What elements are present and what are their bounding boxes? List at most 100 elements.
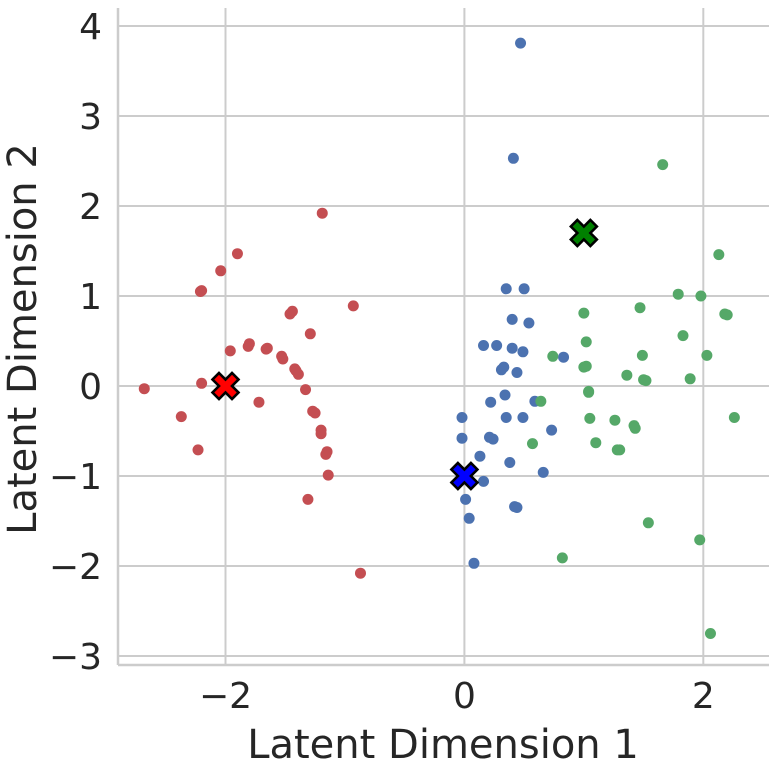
centroid-markers (210, 218, 599, 491)
data-point (677, 330, 689, 342)
data-point (672, 288, 684, 300)
data-point (590, 437, 602, 449)
data-point (231, 248, 243, 260)
data-point (506, 313, 518, 325)
data-point (468, 557, 480, 569)
data-point (504, 457, 516, 468)
data-point (224, 345, 236, 357)
x-tick-label: 2 (692, 676, 715, 717)
data-point (517, 346, 529, 358)
y-tick-label: 2 (79, 187, 102, 228)
data-point (556, 552, 568, 564)
data-point (614, 444, 626, 456)
centroid-marker (210, 371, 241, 401)
data-point (507, 152, 519, 164)
y-tick-label: 3 (79, 97, 102, 138)
data-point (518, 283, 530, 295)
data-point (546, 424, 558, 436)
data-point (537, 466, 549, 478)
data-point (728, 412, 740, 423)
data-point (354, 567, 366, 579)
data-point (304, 328, 316, 340)
y-tick-label: −2 (49, 547, 102, 588)
centroid-marker (569, 218, 599, 248)
x-tick-label: 0 (453, 676, 476, 717)
data-point (713, 249, 725, 261)
y-tick-label: −1 (49, 457, 102, 498)
data-point (684, 373, 696, 385)
x-axis-label: Latent Dimension 1 (247, 722, 639, 768)
data-point (316, 207, 328, 219)
data-point (300, 384, 312, 396)
data-point (460, 493, 472, 505)
data-point (292, 368, 304, 380)
data-point (286, 305, 298, 317)
data-point (636, 349, 648, 361)
data-point (243, 338, 255, 350)
data-point (495, 364, 507, 376)
data-point (701, 349, 713, 361)
data-point (192, 444, 204, 456)
centroid-x-icon (210, 371, 241, 401)
centroid-x-icon (449, 461, 480, 491)
x-tick-label: −2 (199, 676, 252, 717)
data-points (138, 37, 740, 639)
data-point (491, 340, 503, 351)
data-point (261, 342, 273, 354)
data-point (315, 428, 327, 440)
data-point (558, 351, 570, 363)
y-tick-label: −3 (49, 637, 102, 678)
grid-lines (118, 8, 769, 665)
axis-spines (116, 8, 769, 667)
data-point (138, 383, 150, 395)
data-point (456, 412, 468, 423)
data-point (704, 628, 716, 639)
data-point (463, 512, 475, 524)
data-point (321, 446, 333, 458)
data-point (629, 422, 641, 434)
y-axis-label: Latent Dimension 2 (0, 143, 46, 535)
data-point (547, 350, 559, 362)
data-point (515, 37, 527, 49)
data-point (215, 265, 227, 277)
data-point (642, 517, 654, 529)
data-point (511, 502, 523, 513)
data-point (721, 309, 733, 321)
data-point (578, 307, 590, 319)
data-point (580, 360, 592, 372)
tick-labels: −2 0 2 −3 −2 −1 0 1 2 3 4 (49, 7, 715, 717)
data-point (517, 412, 529, 423)
y-tick-label: 4 (79, 7, 102, 48)
data-point (523, 317, 535, 329)
data-point (500, 412, 512, 423)
data-point (634, 302, 646, 314)
data-point (609, 414, 621, 426)
y-tick-label: 1 (79, 277, 102, 318)
data-point (584, 412, 596, 424)
data-point (695, 290, 707, 302)
data-point (478, 340, 490, 351)
data-point (580, 336, 592, 348)
data-point (302, 493, 314, 505)
data-point (506, 342, 518, 354)
data-point (175, 411, 187, 423)
y-tick-label: 0 (79, 367, 102, 408)
data-point (640, 375, 652, 387)
data-point (478, 475, 490, 487)
data-point (322, 469, 334, 481)
data-point (535, 395, 547, 407)
data-point (347, 300, 359, 312)
data-point (526, 438, 538, 450)
centroid-marker (449, 461, 480, 491)
data-point (474, 450, 486, 462)
data-point (196, 285, 208, 297)
data-point (309, 407, 321, 419)
data-point (277, 353, 289, 365)
data-point (456, 432, 468, 444)
data-point (485, 396, 497, 408)
data-point (196, 377, 208, 389)
data-point (499, 389, 511, 401)
centroid-x-icon (569, 218, 599, 248)
data-point (253, 396, 265, 408)
